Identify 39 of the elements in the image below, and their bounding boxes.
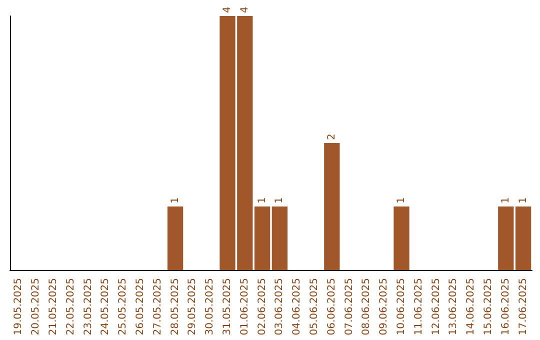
x-tick-label: 30.05.2025 <box>204 278 216 336</box>
x-tick-label: 22.05.2025 <box>65 278 76 336</box>
x-tick-label: 09.06.2025 <box>378 278 390 336</box>
x-tick-label: 19.05.2025 <box>13 278 24 336</box>
x-tick-label: 20.05.2025 <box>30 278 42 336</box>
x-tick-label: 27.05.2025 <box>152 278 164 336</box>
data-label: 1 <box>274 197 286 204</box>
x-tick-label: 06.06.2025 <box>326 278 338 336</box>
x-tick-label: 04.06.2025 <box>292 278 303 336</box>
x-tick-label: 12.06.2025 <box>430 278 442 336</box>
x-tick-label: 13.06.2025 <box>448 278 460 336</box>
x-tick-label: 25.05.2025 <box>118 278 129 336</box>
x-tick-label: 03.06.2025 <box>274 278 286 336</box>
x-tick-label: 26.05.2025 <box>135 278 146 336</box>
data-label: 1 <box>170 197 181 204</box>
data-label: 1 <box>500 197 512 204</box>
x-tick-label: 16.06.2025 <box>500 278 512 336</box>
data-label: 4 <box>222 6 233 13</box>
data-label: 2 <box>326 134 338 140</box>
x-tick-label: 29.05.2025 <box>187 278 198 336</box>
x-tick-label: 05.06.2025 <box>309 278 320 336</box>
x-tick-label: 31.05.2025 <box>222 278 233 336</box>
x-tick-label: 02.06.2025 <box>256 278 268 336</box>
data-label: 1 <box>396 197 407 204</box>
data-label: 4 <box>239 6 250 13</box>
x-tick-label: 21.05.2025 <box>48 278 59 336</box>
x-tick-label: 24.05.2025 <box>100 278 112 336</box>
x-tick-label: 28.05.2025 <box>170 278 181 336</box>
x-tick-label: 10.06.2025 <box>396 278 407 336</box>
x-tick-label: 14.06.2025 <box>466 278 477 336</box>
x-tick-label: 15.06.2025 <box>483 278 494 336</box>
data-label: 1 <box>256 197 268 204</box>
data-label: 1 <box>518 197 529 204</box>
x-tick-label: 01.06.2025 <box>239 278 250 336</box>
x-tick-label: 08.06.2025 <box>361 278 372 336</box>
x-tick-label: 23.05.2025 <box>82 278 94 336</box>
x-tick-label: 11.06.2025 <box>413 278 424 336</box>
x-tick-label: 17.06.2025 <box>518 278 529 336</box>
x-tick-label: 07.06.2025 <box>344 278 355 336</box>
